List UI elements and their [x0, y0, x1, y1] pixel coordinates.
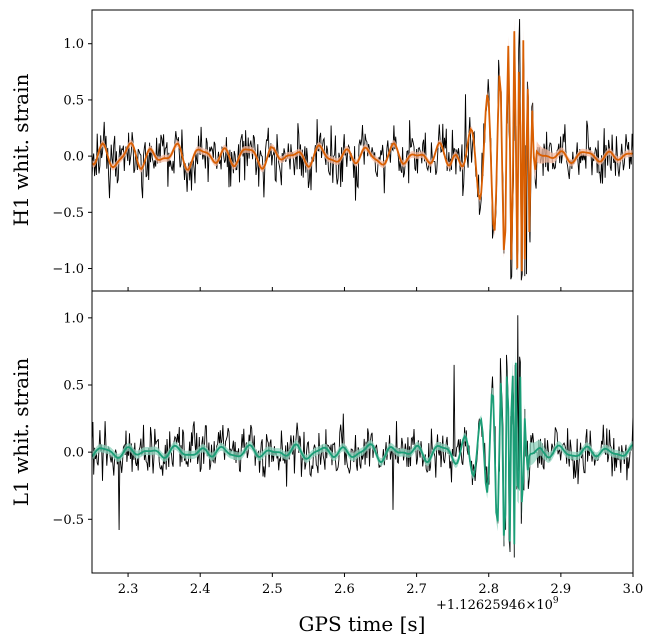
x-tick-label: 2.3 [118, 582, 139, 597]
x-tick-label: 2.5 [262, 582, 283, 597]
model-series [91, 31, 634, 272]
y-tick-label: −0.5 [52, 206, 84, 221]
l1-plot-area [91, 315, 634, 561]
l1-panel: −0.5 0.0 0.5 1.0 L1 whit. strain [9, 290, 634, 574]
h1-panel: −1.0 −0.5 0.0 0.5 1.0 H1 whit. strain [9, 9, 634, 292]
y-tick-label: 0.5 [63, 93, 84, 108]
h1-plot-area [91, 18, 634, 285]
x-tick-label: 2.6 [334, 582, 355, 597]
x-tick-label: 2.8 [478, 582, 499, 597]
y-tick-label: −1.0 [52, 262, 84, 277]
data-series [91, 315, 634, 558]
x-offset-label: +1.12625946×109 [436, 596, 559, 613]
l1-y-axis-label: L1 whit. strain [9, 358, 33, 507]
x-offset-base: +1.12625946×10 [436, 598, 553, 613]
model-band [92, 346, 633, 561]
h1-y-axis: −1.0 −0.5 0.0 0.5 1.0 [52, 37, 92, 277]
x-tick-label: 2.9 [551, 582, 572, 597]
y-tick-label: 1.0 [63, 311, 84, 326]
l1-y-axis: −0.5 0.0 0.5 1.0 [52, 311, 92, 528]
x-axis: 2.3 2.4 2.5 2.6 2.7 2.8 2.9 3.0 [118, 287, 644, 597]
model-series [91, 362, 634, 545]
data-series [91, 18, 634, 281]
x-tick-label: 2.4 [190, 582, 211, 597]
l1-panel-frame [91, 290, 634, 574]
y-tick-label: 1.0 [63, 37, 84, 52]
y-tick-label: 0.5 [63, 379, 84, 394]
x-offset-exponent: 9 [553, 596, 559, 606]
x-tick-label: 3.0 [623, 582, 644, 597]
x-tick-label: 2.7 [406, 582, 427, 597]
y-tick-label: −0.5 [52, 513, 84, 528]
y-tick-label: 0.0 [63, 150, 84, 165]
x-axis-label: GPS time [s] [299, 612, 426, 636]
y-tick-label: 0.0 [63, 446, 84, 461]
h1-y-axis-label: H1 whit. strain [9, 74, 33, 227]
